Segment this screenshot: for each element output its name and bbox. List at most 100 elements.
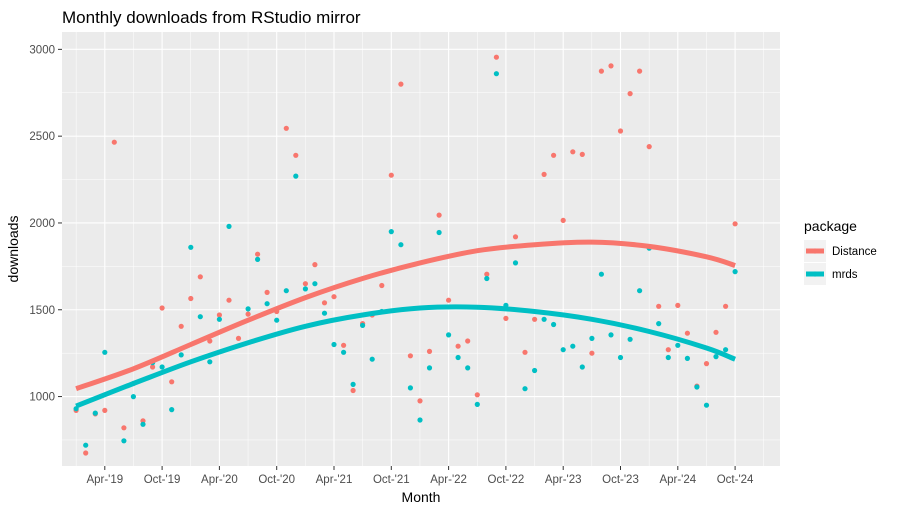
distance-point (207, 338, 213, 344)
distance-point (598, 68, 605, 74)
x-axis-title: Month (402, 489, 441, 505)
distance-point (264, 289, 270, 295)
x-tick-label: Oct-'21 (373, 474, 410, 486)
distance-point (522, 349, 528, 355)
mrds-trend-line (75, 304, 737, 409)
distance-point (665, 347, 671, 353)
distance-point (503, 315, 509, 321)
mrds-point (579, 364, 585, 370)
mrds-legend-label: mrds (832, 269, 858, 281)
mrds-point (188, 244, 194, 250)
mrds-point (274, 317, 280, 323)
x-axis: Apr-'19 Oct-'19 Apr-'20 Oct-'20 Apr-'21 Oct-'… (86, 466, 754, 486)
y-tick-label: 1500 (29, 305, 55, 317)
distance-point (570, 149, 576, 155)
distance-point (197, 274, 203, 280)
distance-point (541, 171, 547, 177)
mrds-point (570, 343, 576, 349)
mrds-point (455, 354, 461, 361)
mrds-point (159, 364, 165, 370)
distance-point (484, 271, 490, 277)
mrds-point (293, 173, 299, 179)
minor-gridlines (62, 32, 780, 466)
distance-point (83, 450, 89, 456)
distance-point (188, 295, 194, 302)
y-axis-title: downloads (5, 216, 21, 283)
mrds-point (92, 410, 98, 416)
distance-point (627, 91, 633, 97)
mrds-point (388, 229, 394, 235)
distance-legend-dot (812, 248, 818, 254)
data-points (73, 54, 738, 456)
trend-lines (75, 239, 737, 409)
mrds-point (560, 347, 566, 353)
distance-point (551, 152, 557, 158)
mrds-point (684, 355, 691, 361)
distance-point (388, 172, 394, 178)
mrds-point (637, 288, 643, 294)
distance-point (302, 281, 308, 287)
x-tick-label: Apr-'22 (430, 474, 467, 486)
y-tick-label: 3000 (29, 44, 55, 56)
distance-point (637, 68, 643, 74)
distance-point (656, 303, 662, 309)
mrds-point (350, 381, 356, 387)
distance-point (321, 300, 328, 306)
distance-point (512, 234, 519, 240)
distance-point (426, 348, 433, 354)
y-tick-label: 2000 (29, 218, 55, 230)
mrds-point (121, 438, 127, 444)
mrds-point (656, 321, 662, 327)
mrds-point (417, 417, 423, 423)
x-tick-label: Oct-'24 (717, 474, 754, 486)
distance-point (436, 212, 442, 218)
mrds-point (617, 354, 624, 361)
y-axis: 1000 1500 2000 2500 3000 (29, 44, 62, 404)
distance-point (379, 282, 385, 289)
distance-legend-label: Distance (832, 246, 877, 258)
mrds-point (532, 367, 538, 374)
mrds-point (694, 384, 700, 390)
mrds-point (283, 288, 289, 294)
mrds-point (302, 286, 308, 292)
x-tick-label: Apr-'23 (545, 474, 582, 486)
x-tick-label: Apr-'19 (86, 474, 123, 486)
mrds-point (197, 314, 203, 320)
distance-point (417, 398, 423, 404)
mrds-point (130, 394, 136, 400)
distance-point (350, 387, 356, 394)
x-tick-label: Apr-'21 (316, 474, 353, 486)
mrds-point (140, 421, 146, 427)
distance-point (159, 305, 165, 311)
distance-point (474, 392, 480, 398)
mrds-point (446, 332, 452, 338)
distance-point (216, 312, 222, 318)
x-tick-label: Oct-'22 (488, 474, 525, 486)
mrds-point (474, 401, 480, 407)
mrds-point (465, 365, 471, 371)
distance-point (646, 144, 652, 150)
mrds-point (627, 336, 633, 342)
y-tick-label: 2500 (29, 131, 55, 143)
legend-items: Distance mrds (804, 240, 877, 285)
mrds-point (713, 354, 719, 360)
distance-point (341, 342, 347, 348)
distance-point (111, 139, 117, 145)
mrds-point (216, 316, 222, 322)
distance-point (245, 311, 251, 317)
mrds-point (178, 352, 184, 358)
x-tick-label: Apr-'20 (201, 474, 238, 486)
distance-point (407, 353, 413, 359)
mrds-point (589, 335, 595, 341)
distance-trend-line (75, 239, 736, 392)
distance-point (703, 361, 710, 367)
mrds-point (369, 356, 375, 362)
mrds-point (703, 402, 710, 408)
distance-point (455, 343, 461, 349)
y-tick-label: 1000 (29, 392, 55, 404)
distance-point (255, 251, 261, 257)
distance-point (617, 128, 624, 134)
mrds-point (522, 386, 528, 392)
chart-title: Monthly downloads from RStudio mirror (62, 8, 361, 27)
